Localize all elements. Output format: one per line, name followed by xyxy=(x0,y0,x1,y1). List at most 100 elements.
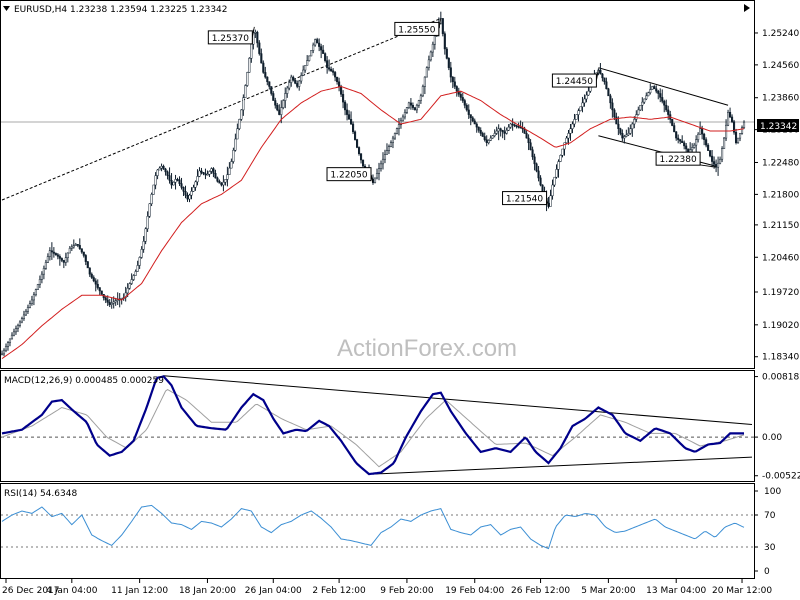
candle-body xyxy=(683,142,686,147)
candle-body xyxy=(491,135,494,139)
candle-body xyxy=(142,241,145,250)
svg-text:EURUSD,H4 1.23238 1.23594 1.2: EURUSD,H4 1.23238 1.23594 1.23225 1.2334… xyxy=(14,5,228,15)
candle-body xyxy=(583,98,586,104)
candle-body xyxy=(258,42,261,54)
candle-body xyxy=(92,277,95,282)
candle-body xyxy=(276,104,279,111)
candle-body xyxy=(338,81,341,87)
scroll-arrow-icon[interactable] xyxy=(744,4,750,12)
candle-body xyxy=(80,248,83,253)
candle-body xyxy=(485,139,488,144)
annotation-box xyxy=(394,21,440,36)
candle-body xyxy=(222,181,225,186)
annotation-box xyxy=(655,151,701,166)
candle-body xyxy=(433,35,436,45)
candle-body xyxy=(236,128,239,140)
candle-body xyxy=(56,254,59,257)
candle-body xyxy=(210,168,213,172)
candle-body xyxy=(162,165,165,170)
candle-body xyxy=(0,353,4,356)
candle-body xyxy=(136,265,139,272)
candle-body xyxy=(587,90,590,96)
y-tick-label: 1.25240 xyxy=(762,29,799,39)
x-tick-label: 18 Jan 20:00 xyxy=(179,586,236,596)
annotation-label: 1.22050 xyxy=(330,171,367,181)
candle-body xyxy=(681,140,684,144)
candle-body xyxy=(575,114,578,120)
candle-body xyxy=(234,138,237,151)
macd-y-tick-label: -0.005223 xyxy=(762,472,800,482)
candle-body xyxy=(447,58,450,68)
macd-line xyxy=(1,375,744,476)
x-tick-label: 26 Feb 12:00 xyxy=(511,586,570,596)
candles-series xyxy=(0,11,746,357)
candle-body xyxy=(48,250,51,257)
candle-body xyxy=(740,127,744,134)
candle-body xyxy=(128,283,131,289)
candle-body xyxy=(86,261,89,269)
rsi-y-tick-label: 0 xyxy=(764,567,770,577)
candle-body xyxy=(256,31,259,44)
candle-body xyxy=(383,154,387,160)
candle-body xyxy=(395,128,398,134)
candle-body xyxy=(320,46,323,51)
candle-body xyxy=(220,182,223,186)
candle-body xyxy=(214,173,217,179)
candle-body xyxy=(623,136,626,139)
annotation-label: 1.25370 xyxy=(212,34,249,44)
candle-body xyxy=(527,137,530,144)
candle-body xyxy=(250,43,253,59)
candle-body xyxy=(693,144,696,148)
rsi-panel-frame xyxy=(0,483,755,579)
candle-body xyxy=(330,69,333,72)
candle-body xyxy=(533,156,536,165)
candle-body xyxy=(108,302,111,305)
candle-body xyxy=(599,69,602,75)
candle-body xyxy=(723,137,726,149)
candle-body xyxy=(397,124,400,129)
candle-body xyxy=(373,177,377,183)
candle-body xyxy=(425,67,428,78)
symbol-label: EURUSD,H4 xyxy=(14,5,67,15)
ohlc-high: 1.23594 xyxy=(110,5,147,15)
candle-body xyxy=(503,131,506,134)
candle-body xyxy=(208,171,211,175)
candle-body xyxy=(16,325,20,329)
candle-body xyxy=(711,155,714,162)
candle-body xyxy=(158,167,161,171)
candle-body xyxy=(176,179,179,181)
candle-body xyxy=(184,191,187,196)
candle-body xyxy=(26,307,29,312)
candle-body xyxy=(152,184,155,195)
candle-body xyxy=(240,109,243,120)
candle-body xyxy=(32,294,35,301)
candle-body xyxy=(695,139,698,146)
annotation-label: 1.21540 xyxy=(506,195,543,205)
candle-body xyxy=(537,170,540,179)
candle-body xyxy=(110,303,113,305)
candle-body xyxy=(248,58,251,73)
candle-body xyxy=(298,80,301,87)
candle-body xyxy=(517,126,520,128)
candle-body xyxy=(186,194,189,200)
candle-body xyxy=(94,280,97,285)
candle-body xyxy=(244,85,247,98)
candle-body xyxy=(168,175,171,181)
candle-body xyxy=(673,125,676,133)
watermark: ActionForex.com xyxy=(337,335,517,362)
candle-body xyxy=(565,137,568,144)
candle-body xyxy=(206,173,209,176)
candle-body xyxy=(529,142,532,151)
candle-body xyxy=(302,69,305,76)
candle-body xyxy=(563,142,566,150)
candle-body xyxy=(38,279,41,285)
rsi-y-tick-label: 30 xyxy=(764,543,776,553)
rsi-y-tick-label: 100 xyxy=(764,487,781,497)
candle-body xyxy=(445,48,448,59)
candle-body xyxy=(511,123,514,126)
candle-body xyxy=(727,112,730,126)
candle-body xyxy=(182,187,185,192)
candle-body xyxy=(553,176,556,186)
candle-body xyxy=(697,133,700,140)
y-tick-label: 1.21800 xyxy=(762,190,799,200)
